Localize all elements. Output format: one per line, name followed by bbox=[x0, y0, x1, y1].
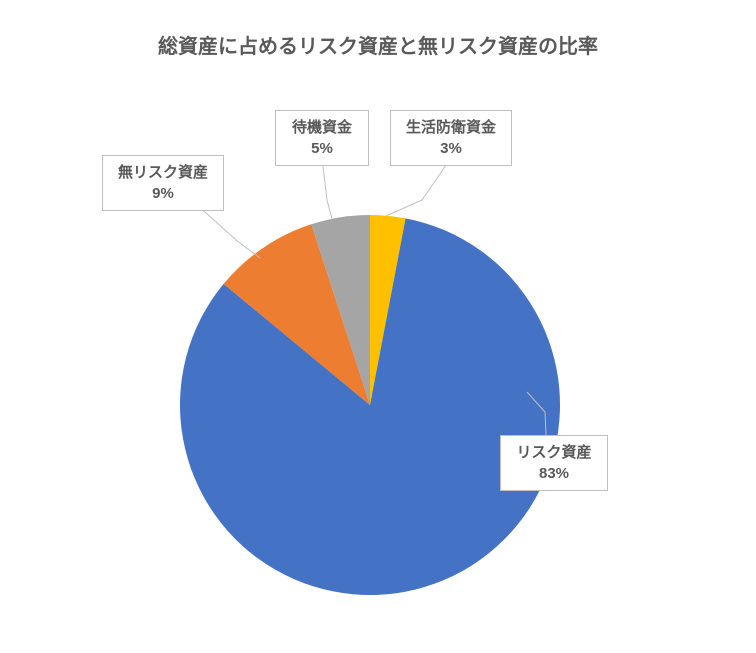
pie-chart-container: 総資産に占めるリスク資産と無リスク資産の比率 生活防衛資金3%リスク資産83%無… bbox=[0, 0, 756, 653]
callout-box: リスク資産83% bbox=[500, 435, 608, 491]
pie-chart-svg bbox=[0, 0, 756, 653]
callout-label: 生活防衛資金 bbox=[403, 117, 499, 138]
callout-percent: 3% bbox=[403, 138, 499, 159]
callout-label: 無リスク資産 bbox=[115, 162, 211, 183]
callout-box: 生活防衛資金3% bbox=[390, 110, 512, 166]
callout-percent: 5% bbox=[288, 138, 356, 159]
callout-label: 待機資金 bbox=[288, 117, 356, 138]
callout-percent: 9% bbox=[115, 183, 211, 204]
callout-leader bbox=[322, 158, 332, 219]
callout-box: 待機資金5% bbox=[275, 110, 369, 166]
callout-percent: 83% bbox=[513, 463, 595, 484]
callout-leader bbox=[386, 158, 451, 216]
callout-box: 無リスク資産9% bbox=[102, 155, 224, 211]
callout-leader bbox=[195, 203, 260, 258]
callout-label: リスク資産 bbox=[513, 442, 595, 463]
